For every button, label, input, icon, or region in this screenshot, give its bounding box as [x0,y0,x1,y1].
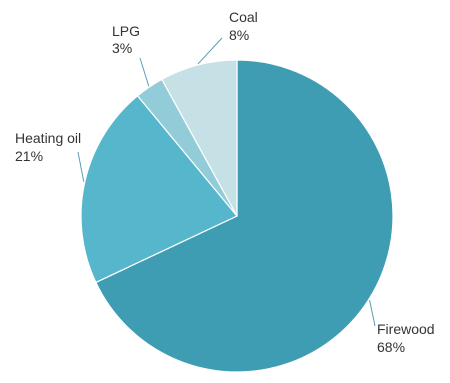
leader-lines [77,37,376,327]
pie-slice-firewood [95,59,394,373]
label-heating-oil-name: Heating oil [15,130,81,146]
pie-slice-coal [161,59,238,217]
slice-labels: Firewood 68% Heating oil 21% LPG 3% Coal… [15,9,435,355]
leader-line-lpg [139,57,150,87]
leader-line-heating-oil [77,151,85,182]
pie-slices [80,59,394,373]
label-coal-name: Coal [229,9,258,25]
label-heating-oil-value: 21% [15,148,43,164]
leader-line-firewood [369,300,376,327]
label-lpg-value: 3% [112,40,132,56]
label-lpg-name: LPG [112,23,140,39]
label-firewood-name: Firewood [377,321,435,337]
leader-line-coal [197,37,223,65]
pie-slice-heating-oil [80,94,238,284]
label-coal-value: 8% [229,27,249,43]
label-firewood-value: 68% [377,339,405,355]
